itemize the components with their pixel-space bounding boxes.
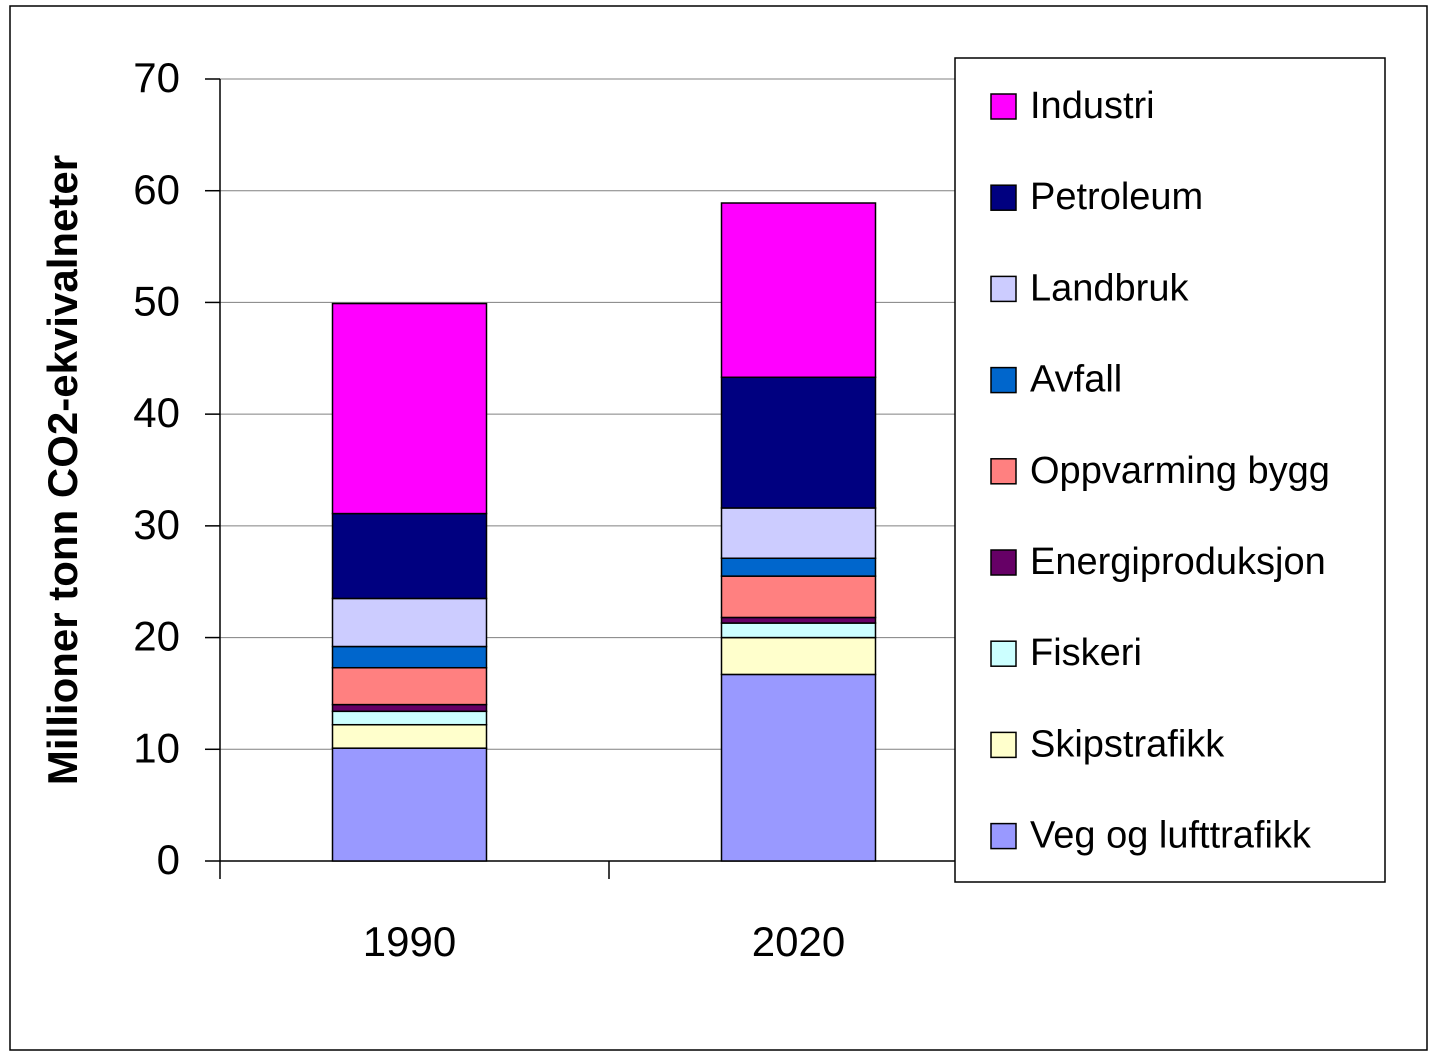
bar-segment	[720, 616, 877, 624]
y-tick-label: 70	[133, 54, 180, 101]
bar-segment	[720, 202, 877, 379]
x-tick-label: 2020	[752, 918, 845, 965]
legend-label: Landbruk	[1030, 267, 1189, 309]
x-tick-label: 1990	[363, 918, 456, 965]
bar-segment	[331, 723, 488, 749]
legend-label: Petroleum	[1030, 176, 1203, 218]
bar-segment	[720, 575, 877, 619]
legend-swatch	[990, 640, 1017, 667]
y-tick-label: 60	[133, 166, 180, 213]
bar-segment	[331, 710, 488, 726]
legend-swatch	[990, 275, 1017, 303]
bar-segment	[331, 703, 488, 713]
bar-segment	[720, 557, 877, 577]
bar-segment	[720, 622, 877, 639]
y-tick-label: 0	[157, 836, 180, 883]
y-tick-label: 20	[133, 613, 180, 660]
bar-segment	[331, 666, 488, 706]
bar-segment	[720, 376, 877, 509]
bar-segment	[331, 645, 488, 669]
legend-swatch	[990, 549, 1017, 576]
bar-segment	[720, 507, 877, 560]
legend-label: Avfall	[1030, 359, 1122, 401]
bar-segment	[331, 512, 488, 600]
legend-label: Veg og lufttrafikk	[1030, 815, 1312, 857]
legend-swatch	[990, 458, 1017, 485]
bar-segment	[331, 747, 488, 862]
legend-label: Energiproduksjon	[1030, 541, 1326, 583]
legend-label: Fiskeri	[1030, 632, 1142, 674]
legend-swatch	[990, 731, 1017, 759]
bar-segment	[331, 302, 488, 515]
y-tick-label: 40	[133, 389, 180, 436]
legend-swatch	[990, 93, 1017, 120]
bar-segment	[331, 597, 488, 648]
bar-segment	[720, 636, 877, 676]
bar-segment	[720, 673, 877, 862]
legend-swatch	[990, 366, 1017, 394]
y-tick-label: 10	[133, 724, 180, 771]
legend-swatch	[990, 822, 1017, 850]
legend-label: Industri	[1030, 85, 1155, 127]
legend-label: Skipstrafikk	[1030, 723, 1225, 765]
y-axis-label: Millioner tonn CO2-ekvivalneter	[39, 155, 86, 785]
legend-swatch	[990, 184, 1017, 211]
legend-box	[954, 57, 1386, 883]
y-tick-label: 30	[133, 501, 180, 548]
y-tick-label: 50	[133, 278, 180, 325]
legend-label: Oppvarming bygg	[1030, 450, 1330, 492]
